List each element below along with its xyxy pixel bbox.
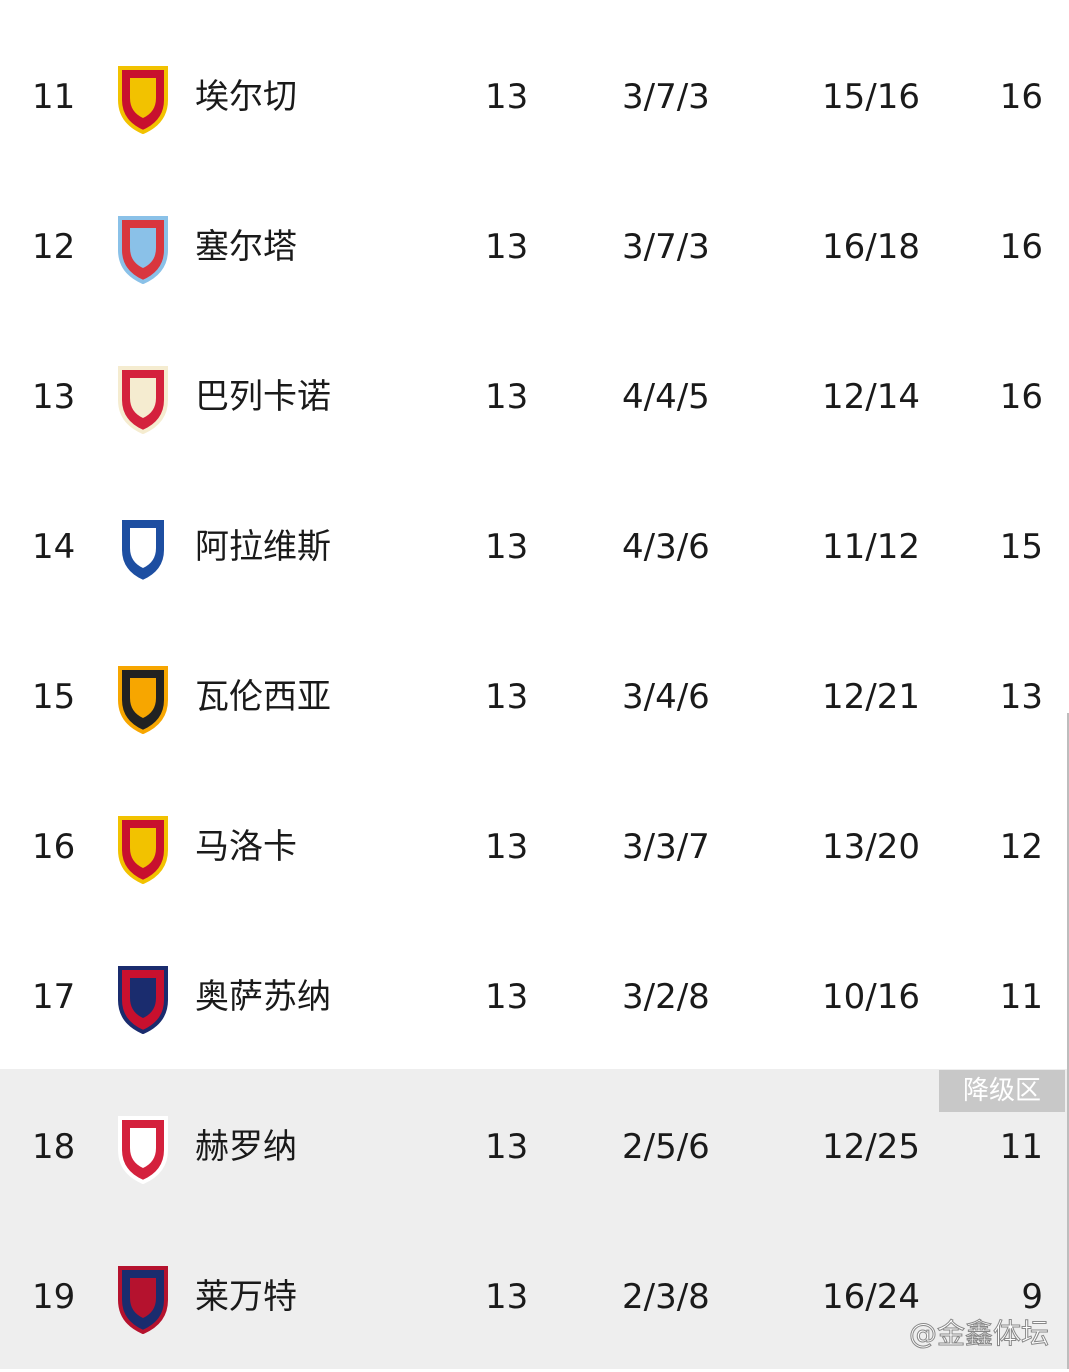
points: 15 (999, 527, 1043, 567)
team-logo-icon (118, 1116, 168, 1184)
matches-played: 13 (485, 827, 529, 867)
rank: 16 (32, 827, 76, 867)
table-row[interactable]: 19 莱万特 13 2/3/8 16/24 9 (0, 1222, 1069, 1372)
watermark: @金鑫体坛 (908, 1317, 1049, 1351)
goals-for-against: 16/18 (822, 227, 920, 267)
win-draw-loss: 3/7/3 (622, 77, 710, 117)
points: 12 (999, 827, 1043, 867)
points: 16 (999, 377, 1043, 417)
team-name[interactable]: 赫罗纳 (195, 1127, 297, 1167)
matches-played: 13 (485, 227, 529, 267)
goals-for-against: 11/12 (822, 527, 920, 567)
goals-for-against: 12/21 (822, 677, 920, 717)
relegation-zone-badge: 降级区 (939, 1070, 1065, 1112)
rank: 18 (32, 1127, 76, 1167)
rank: 17 (32, 977, 76, 1017)
team-name[interactable]: 阿拉维斯 (195, 527, 331, 567)
table-row[interactable]: 12 塞尔塔 13 3/7/3 16/18 16 (0, 172, 1069, 322)
goals-for-against: 12/14 (822, 377, 920, 417)
team-name[interactable]: 莱万特 (195, 1277, 297, 1317)
goals-for-against: 10/16 (822, 977, 920, 1017)
win-draw-loss: 3/2/8 (622, 977, 710, 1017)
rank: 13 (32, 377, 76, 417)
team-logo-icon (118, 366, 168, 434)
win-draw-loss: 3/4/6 (622, 677, 710, 717)
win-draw-loss: 2/3/8 (622, 1277, 710, 1317)
matches-played: 13 (485, 677, 529, 717)
rank: 12 (32, 227, 76, 267)
team-name[interactable]: 奥萨苏纳 (195, 977, 331, 1017)
rank: 19 (32, 1277, 76, 1317)
team-name[interactable]: 马洛卡 (195, 827, 297, 867)
table-row[interactable]: 11 埃尔切 13 3/7/3 15/16 16 (0, 22, 1069, 172)
points: 16 (999, 227, 1043, 267)
table-row[interactable]: 16 马洛卡 13 3/3/7 13/20 12 (0, 772, 1069, 922)
team-name[interactable]: 埃尔切 (195, 77, 297, 117)
scrollbar-edge (1067, 713, 1069, 1369)
win-draw-loss: 4/4/5 (622, 377, 710, 417)
team-name[interactable]: 巴列卡诺 (195, 377, 331, 417)
goals-for-against: 13/20 (822, 827, 920, 867)
points: 11 (999, 977, 1043, 1017)
matches-played: 13 (485, 377, 529, 417)
win-draw-loss: 2/5/6 (622, 1127, 710, 1167)
team-logo-icon (118, 816, 168, 884)
points: 9 (1021, 1277, 1043, 1317)
matches-played: 13 (485, 1277, 529, 1317)
points: 13 (999, 677, 1043, 717)
team-logo-icon (118, 516, 168, 584)
rank: 14 (32, 527, 76, 567)
win-draw-loss: 3/3/7 (622, 827, 710, 867)
goals-for-against: 12/25 (822, 1127, 920, 1167)
table-row[interactable]: 15 瓦伦西亚 13 3/4/6 12/21 13 (0, 622, 1069, 772)
team-logo-icon (118, 966, 168, 1034)
win-draw-loss: 3/7/3 (622, 227, 710, 267)
win-draw-loss: 4/3/6 (622, 527, 710, 567)
goals-for-against: 16/24 (822, 1277, 920, 1317)
table-row[interactable]: 13 巴列卡诺 13 4/4/5 12/14 16 (0, 322, 1069, 472)
relegation-zone-background (0, 1069, 1069, 1369)
team-logo-icon (118, 66, 168, 134)
rank: 15 (32, 677, 76, 717)
points: 16 (999, 77, 1043, 117)
points: 11 (999, 1127, 1043, 1167)
team-logo-icon (118, 1266, 168, 1334)
table-row[interactable]: 18 赫罗纳 13 2/5/6 12/25 11 (0, 1072, 1069, 1222)
team-logo-icon (118, 216, 168, 284)
team-name[interactable]: 瓦伦西亚 (195, 677, 331, 717)
matches-played: 13 (485, 527, 529, 567)
matches-played: 13 (485, 77, 529, 117)
team-logo-icon (118, 666, 168, 734)
goals-for-against: 15/16 (822, 77, 920, 117)
table-row[interactable]: 14 阿拉维斯 13 4/3/6 11/12 15 (0, 472, 1069, 622)
team-name[interactable]: 塞尔塔 (195, 227, 297, 267)
table-row[interactable]: 17 奥萨苏纳 13 3/2/8 10/16 11 (0, 922, 1069, 1072)
matches-played: 13 (485, 977, 529, 1017)
matches-played: 13 (485, 1127, 529, 1167)
rank: 11 (32, 77, 76, 117)
